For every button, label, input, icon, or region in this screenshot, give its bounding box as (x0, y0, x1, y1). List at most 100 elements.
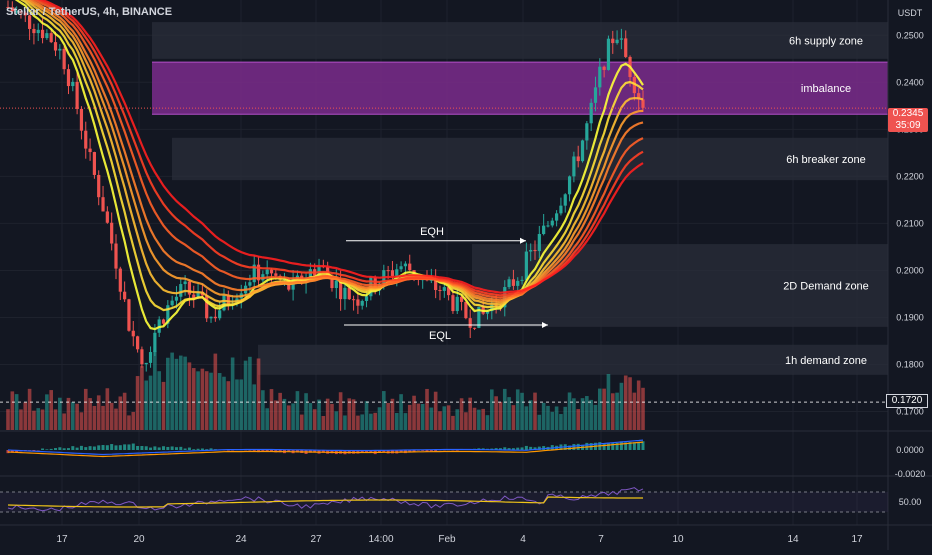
volume-bar (499, 402, 503, 430)
volume-bar (261, 390, 265, 430)
price-tick-label: 0.1800 (896, 360, 924, 370)
volume-bar (41, 409, 45, 430)
macd-hist-bar (58, 447, 61, 450)
volume-bar (149, 376, 153, 430)
volume-bar (490, 389, 494, 430)
candle-body (153, 333, 156, 352)
volume-bar (555, 406, 559, 430)
candle-body (546, 225, 549, 226)
volume-bar (196, 371, 200, 430)
candle-body (356, 299, 359, 305)
volume-bar (391, 399, 395, 430)
volume-bar (330, 404, 334, 430)
macd-hist-bar (188, 448, 191, 450)
volume-bar (291, 403, 295, 430)
volume-bar (611, 393, 615, 430)
volume-bar (67, 398, 71, 430)
candle-body (270, 270, 273, 274)
volume-bar (434, 392, 438, 430)
volume-bar (568, 392, 572, 430)
macd-hist-bar (102, 445, 105, 450)
volume-bar (339, 392, 343, 430)
volume-bar (460, 398, 464, 430)
macd-hist-bar (123, 444, 126, 450)
macd-hist-bar (45, 449, 48, 450)
volume-bar (594, 405, 598, 430)
volume-bar (486, 415, 490, 430)
candle-body (145, 363, 148, 364)
candle-body (551, 221, 554, 226)
volume-bar (503, 389, 507, 430)
volume-bar (317, 400, 321, 430)
candle-body (451, 295, 454, 311)
candle-body (564, 194, 567, 205)
volume-bar (257, 358, 261, 430)
candle-body (110, 223, 113, 244)
symbol-header[interactable]: Stellar / TetherUS, 4h, BINANCE (6, 6, 172, 18)
macd-hist-bar (41, 449, 44, 450)
candle-body (624, 38, 627, 57)
volume-bar (97, 395, 101, 430)
candle-body (58, 49, 61, 51)
volume-bar (430, 408, 434, 430)
volume-bar (421, 404, 425, 430)
current-price-value: 0.2345 (888, 108, 928, 120)
volume-bar (71, 402, 75, 430)
volume-bar (589, 400, 593, 430)
candle-body (438, 290, 441, 291)
volume-bar (23, 402, 27, 430)
volume-bar (201, 369, 205, 430)
candle-body (607, 39, 610, 70)
candle-body (50, 33, 53, 42)
volume-bar (270, 389, 274, 430)
candle-body (114, 244, 117, 269)
volume-bar (170, 353, 174, 430)
candle-body (248, 282, 251, 285)
volume-bar (45, 394, 49, 430)
macd-hist-bar (71, 446, 74, 450)
candle-body (404, 264, 407, 267)
macd-hist-bar (106, 445, 109, 450)
volume-bar (382, 391, 386, 430)
volume-bar (395, 413, 399, 430)
volume-bar (412, 396, 416, 430)
candle-body (594, 87, 597, 103)
volume-bar (451, 416, 455, 430)
candle-body (352, 299, 355, 300)
volume-bar (140, 366, 144, 430)
volume-bar (231, 358, 235, 430)
macd-hist-bar (166, 447, 169, 450)
candle-body (395, 269, 398, 276)
volume-bar (84, 389, 88, 430)
volume-bar (6, 409, 10, 430)
volume-bar (455, 409, 459, 430)
volume-bar (352, 399, 356, 430)
volume-bar (157, 371, 161, 430)
candle-body (97, 175, 100, 197)
volume-bar (481, 409, 485, 430)
macd-hist-bar (162, 446, 165, 450)
candle-body (641, 99, 644, 107)
volume-bar (239, 379, 243, 430)
volume-bar (75, 404, 79, 430)
macd-hist-bar (63, 448, 66, 450)
volume-bar (356, 416, 360, 430)
volume-bar (162, 382, 166, 430)
zone-supply (152, 22, 888, 59)
macd-hist-bar (611, 443, 614, 450)
candle-body (443, 287, 446, 291)
candle-body (136, 336, 139, 349)
candle-body (615, 40, 618, 43)
volume-bar (36, 408, 40, 430)
candle-body (84, 131, 87, 149)
volume-bar (114, 409, 118, 430)
volume-bar (106, 388, 110, 430)
volume-bar (602, 389, 606, 430)
volume-bar (494, 396, 498, 430)
zone-imbalance (152, 62, 888, 114)
volume-bar (313, 409, 317, 430)
macd-hist-bar (192, 449, 195, 450)
zone-label-demand1h: 1h demand zone (785, 355, 867, 367)
